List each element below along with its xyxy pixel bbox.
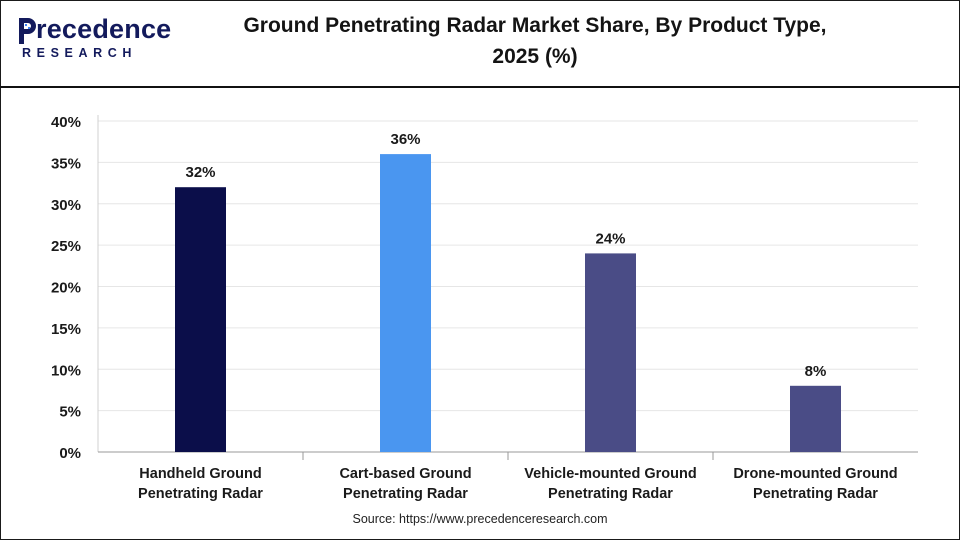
- logo-subtitle: RESEARCH: [22, 46, 137, 60]
- data-label: 8%: [805, 363, 827, 380]
- y-tick-label: 10%: [51, 362, 81, 379]
- x-category-label: Handheld Ground: [139, 466, 261, 482]
- data-label: 24%: [595, 230, 625, 247]
- logo: recedence RESEARCH: [14, 12, 171, 66]
- logo-wordmark: recedence: [36, 14, 172, 44]
- data-label: 36%: [390, 131, 420, 148]
- bar: [380, 154, 431, 452]
- y-tick-label: 30%: [51, 197, 81, 214]
- y-tick-label: 35%: [51, 155, 81, 172]
- y-tick-label: 25%: [51, 238, 81, 255]
- x-category-label: Drone-mounted Ground: [733, 466, 897, 482]
- y-tick-label: 15%: [51, 321, 81, 338]
- y-tick-label: 40%: [51, 114, 81, 131]
- header: recedence RESEARCH Ground Penetrating Ra…: [0, 0, 960, 88]
- y-tick-label: 20%: [51, 280, 81, 297]
- bar: [175, 187, 226, 452]
- x-category-label: Vehicle-mounted Ground: [524, 466, 696, 482]
- x-category-label: Penetrating Radar: [753, 486, 878, 502]
- bar: [585, 253, 636, 452]
- chart-title: Ground Penetrating Radar Market Share, B…: [190, 10, 880, 72]
- x-category-label: Penetrating Radar: [548, 486, 673, 502]
- logo-p-icon: [19, 18, 36, 44]
- chart-title-line-1: Ground Penetrating Radar Market Share, B…: [243, 14, 827, 37]
- y-tick-label: 5%: [59, 404, 81, 421]
- source-note: Source: https://www.precedenceresearch.c…: [352, 512, 608, 526]
- bar: [790, 385, 841, 452]
- chart-title-line-2: 2025 (%): [492, 45, 578, 68]
- y-tick-label: 0%: [59, 445, 81, 462]
- x-category-label: Penetrating Radar: [343, 486, 468, 502]
- data-label: 32%: [185, 164, 215, 181]
- x-category-label: Penetrating Radar: [138, 486, 263, 502]
- x-category-label: Cart-based Ground: [339, 466, 471, 482]
